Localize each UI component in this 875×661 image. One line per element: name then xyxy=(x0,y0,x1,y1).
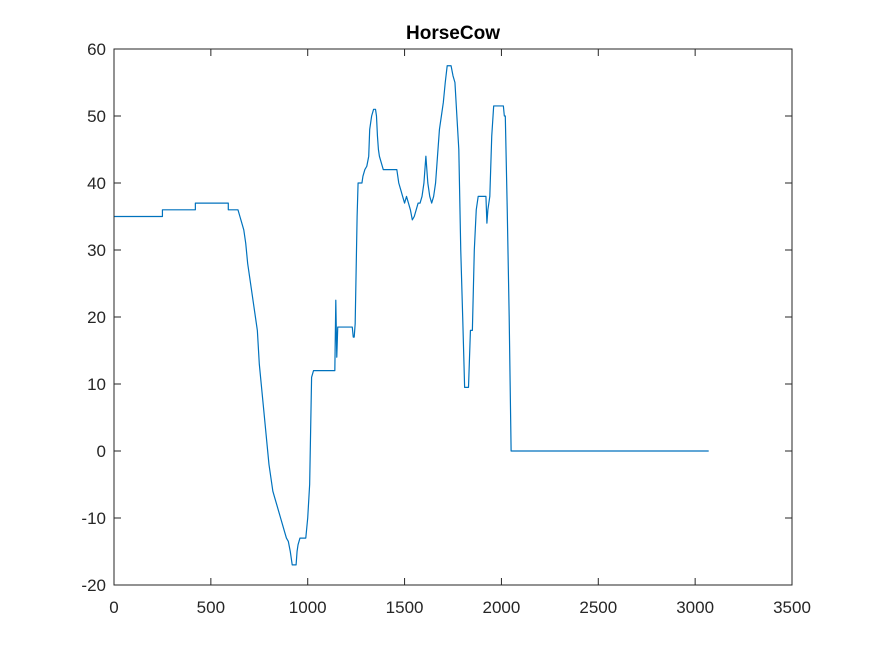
x-tick-label: 500 xyxy=(197,598,225,617)
plot-area xyxy=(114,49,792,585)
x-tick-label: 3500 xyxy=(773,598,811,617)
y-tick-label: 30 xyxy=(87,241,106,260)
axes-layer: 0 500 1000 1500 2000 2500 3000 3500 -20 -10 0 10 20 3… xyxy=(81,40,810,617)
x-tick-label: 1500 xyxy=(386,598,424,617)
chart-title: HorseCow xyxy=(406,23,500,44)
y-tick-label: 60 xyxy=(87,40,106,59)
data-layer xyxy=(114,65,709,566)
x-tick-label: 0 xyxy=(109,598,118,617)
x-tick-label: 2000 xyxy=(483,598,521,617)
y-tick-label: 50 xyxy=(87,107,106,126)
y-tick-label: 10 xyxy=(87,375,106,394)
x-tick-label: 3000 xyxy=(676,598,714,617)
y-tick-label: 0 xyxy=(97,442,106,461)
series-line-0 xyxy=(114,65,709,566)
y-tick-label: -20 xyxy=(81,576,106,595)
x-tick-label: 1000 xyxy=(289,598,327,617)
y-tick-label: 20 xyxy=(87,308,106,327)
y-tick-label: -10 xyxy=(81,509,106,528)
y-tick-label: 40 xyxy=(87,174,106,193)
x-tick-label: 2500 xyxy=(579,598,617,617)
